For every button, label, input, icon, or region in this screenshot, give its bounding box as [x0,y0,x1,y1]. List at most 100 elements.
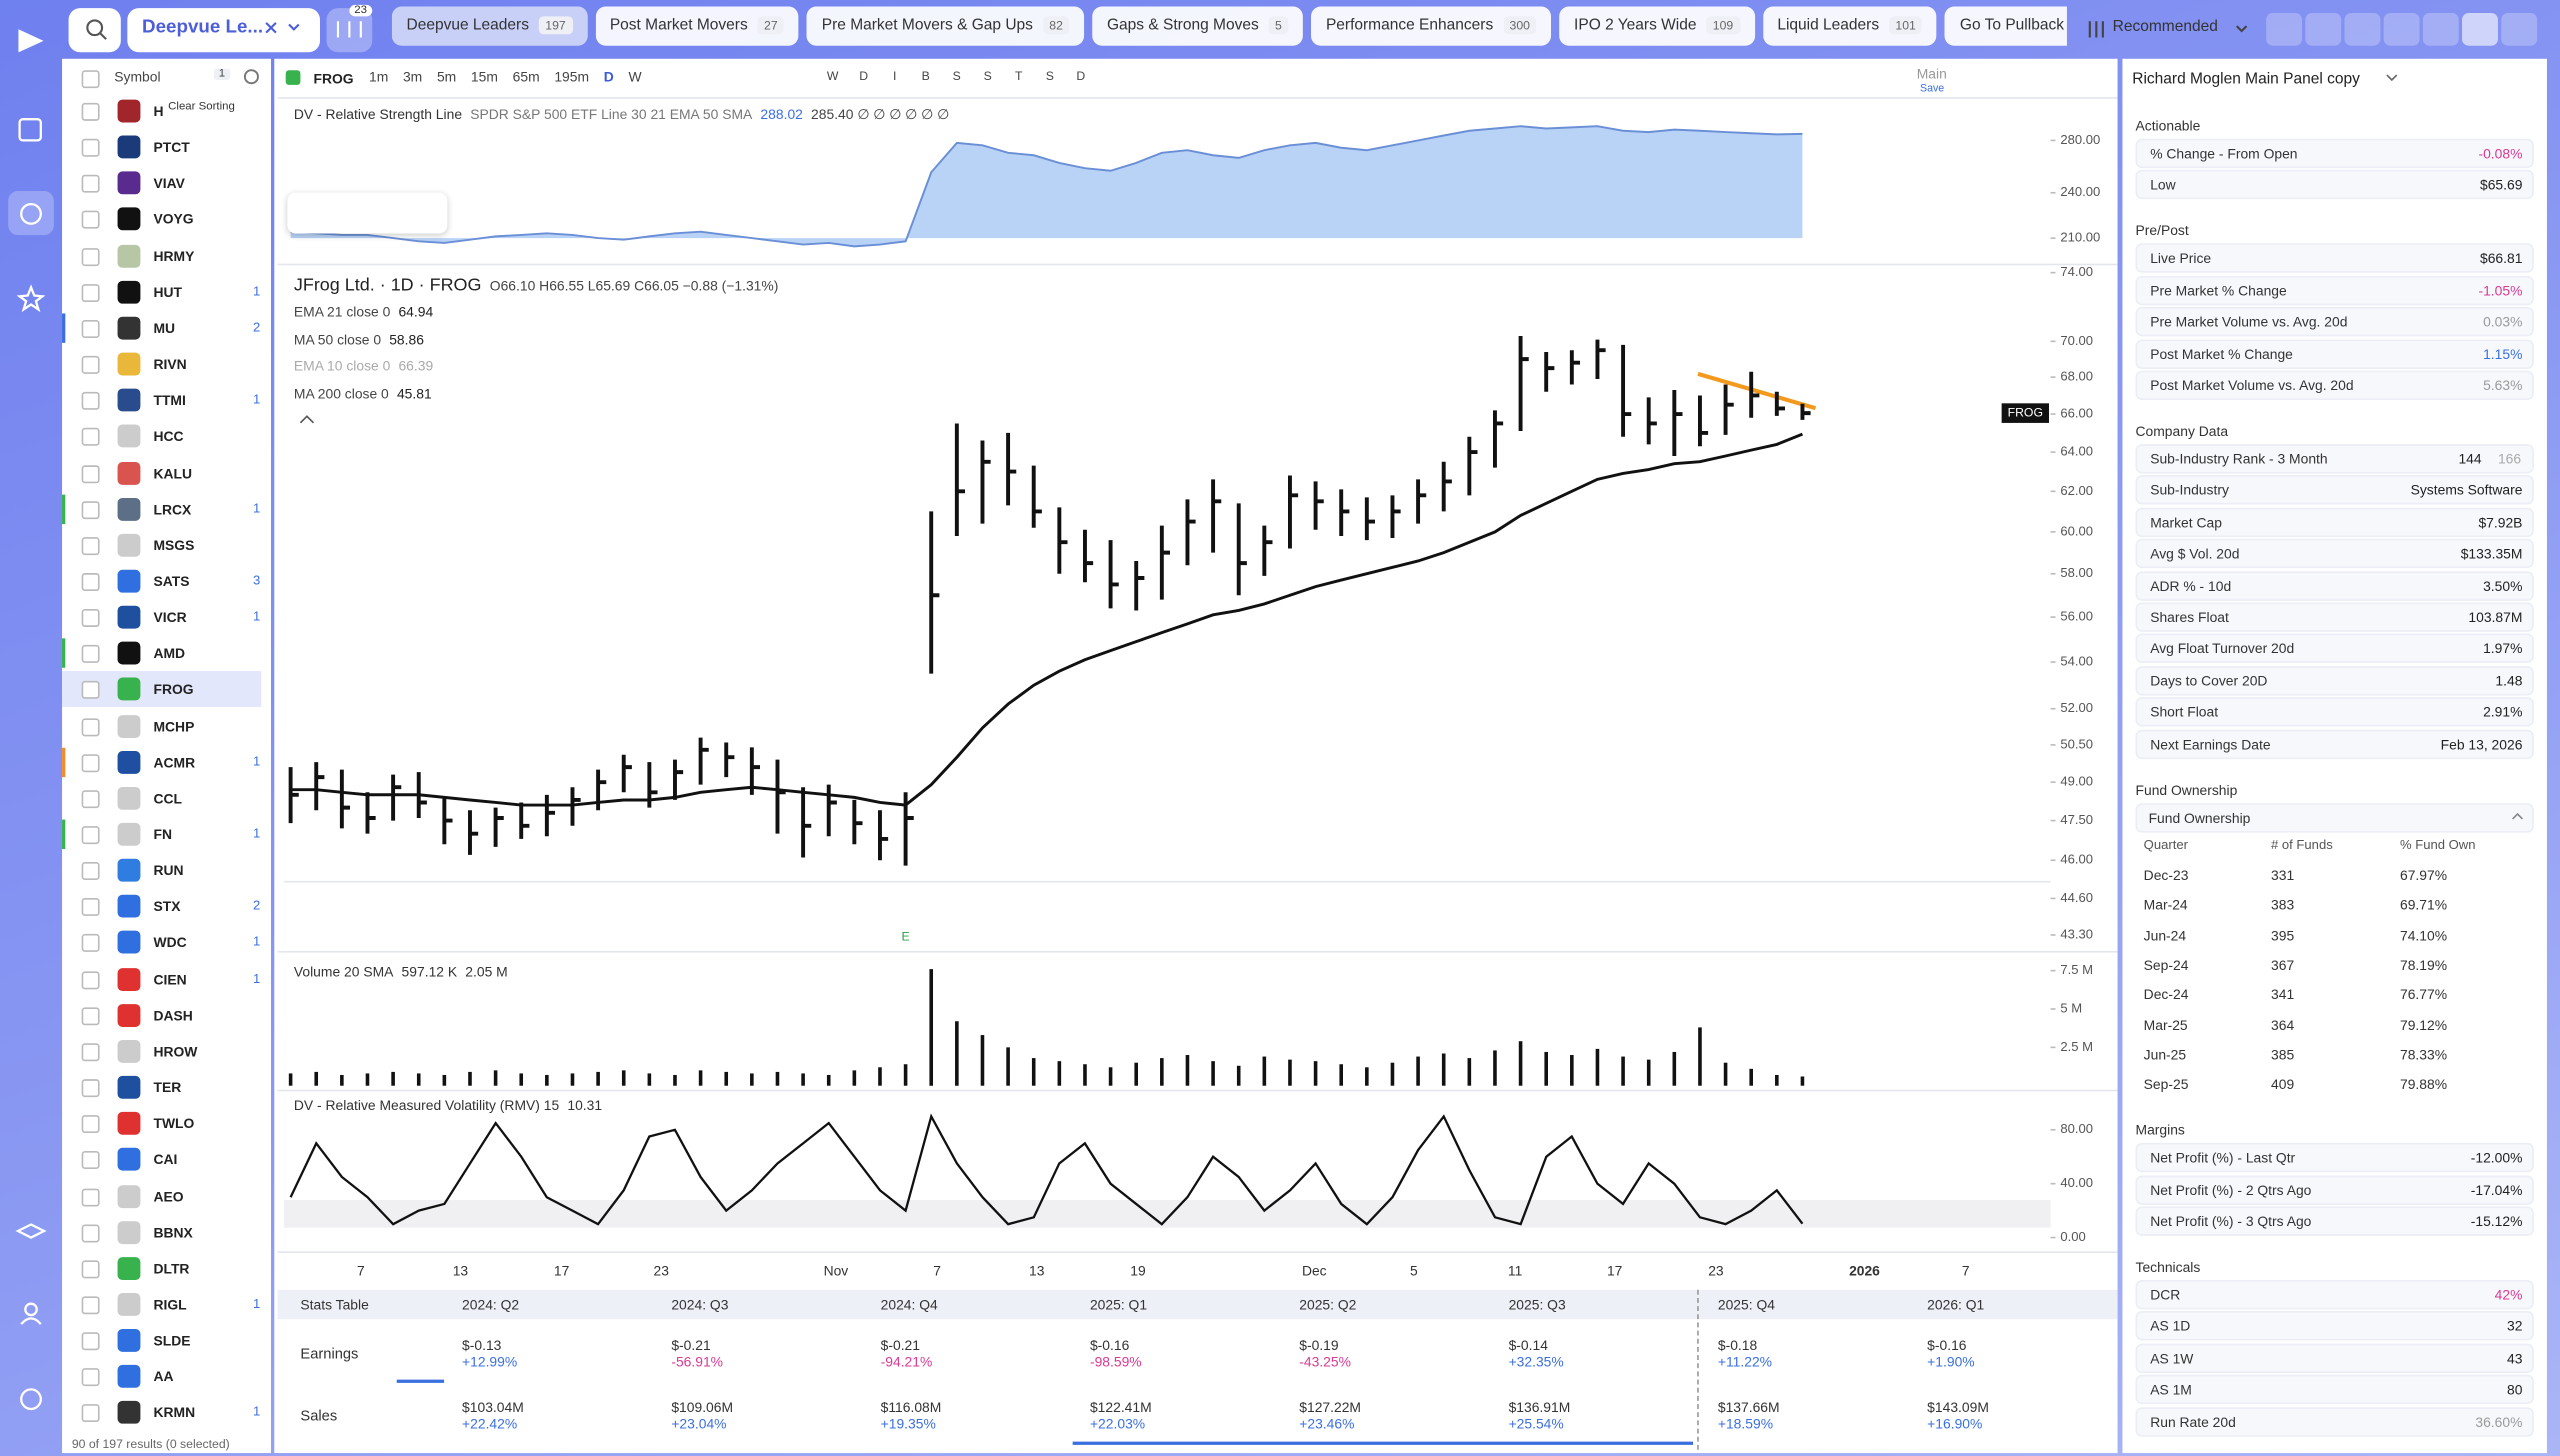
row-checkbox[interactable] [81,247,100,266]
row-checkbox[interactable] [81,970,100,989]
symbol[interactable]: SLDE [153,1332,191,1349]
row-checkbox[interactable] [81,283,100,302]
symbol[interactable]: ACMR [153,753,196,771]
watchlist-tab[interactable]: Go To Pullback Scre [1945,6,2067,46]
row-checkbox[interactable] [81,717,100,736]
row-checkbox[interactable] [81,934,100,953]
row-checkbox[interactable] [81,789,100,808]
symbol[interactable]: TER [153,1079,182,1096]
symbol[interactable]: VOYG [153,211,194,228]
bar-type[interactable]: I [892,68,897,84]
symbol[interactable]: HROW [153,1043,198,1060]
bar-type[interactable]: D [859,68,869,84]
symbol[interactable]: KALU [153,464,193,481]
row-checkbox[interactable] [81,898,100,917]
row-checkbox[interactable] [81,1223,100,1242]
row-checkbox[interactable] [81,1006,100,1025]
bar-type[interactable]: B [921,68,930,84]
row-checkbox[interactable] [81,1404,100,1423]
row-checkbox[interactable] [81,319,100,338]
symbol[interactable]: STX [153,898,181,915]
symbol[interactable]: CAI [153,1151,178,1168]
row-checkbox[interactable] [81,1332,100,1351]
row-checkbox[interactable] [81,826,100,845]
timeframe[interactable]: W [628,68,642,85]
symbol[interactable]: KRMN [153,1404,196,1422]
symbol[interactable]: BBNX [153,1223,193,1241]
timeframe[interactable]: 65m [512,68,540,85]
symbol[interactable]: RIVN [153,355,187,373]
row-checkbox[interactable] [81,1368,100,1387]
row-checkbox[interactable] [81,1260,100,1279]
row-checkbox[interactable] [81,175,100,194]
layout-name[interactable]: Main [1916,65,1947,82]
row-checkbox[interactable] [81,1079,100,1098]
row-checkbox[interactable] [81,1115,100,1134]
watchlist-tab[interactable]: IPO 2 Years Wide 109 [1559,6,1755,46]
symbol[interactable]: RIGL [153,1296,187,1313]
bar-type[interactable]: S [983,68,992,84]
timeframe[interactable]: 1m [368,68,389,85]
symbol[interactable]: CIEN [153,970,187,988]
watchlist-tab[interactable]: Gaps & Strong Moves 5 [1092,6,1304,46]
row-checkbox[interactable] [81,645,100,664]
timeframe[interactable]: 15m [470,68,498,85]
row-checkbox[interactable] [81,1043,100,1062]
symbol[interactable]: FN [153,826,172,843]
row-checkbox[interactable] [81,1151,100,1170]
row-checkbox[interactable] [81,1296,100,1315]
symbol[interactable]: HRMY [153,247,195,264]
layout-save[interactable]: Save [1919,83,1945,95]
symbol[interactable]: H [153,102,164,120]
symbol[interactable]: MSGS [153,536,195,554]
symbol[interactable]: TTMI [153,392,186,409]
row-checkbox[interactable] [81,355,100,374]
symbol[interactable]: VIAV [153,175,185,192]
search-button[interactable] [68,8,121,53]
symbol[interactable]: AA [153,1368,174,1385]
timeframe[interactable]: 5m [436,68,457,85]
symbol[interactable]: RUN [153,862,184,879]
row-checkbox[interactable] [81,1187,100,1206]
row-checkbox[interactable] [81,428,100,447]
row-checkbox[interactable] [81,681,100,700]
symbol[interactable]: AMD [153,645,186,662]
watchlist-tab[interactable]: Deepvue Leaders 197 [391,6,587,46]
symbol[interactable]: MU [153,319,176,337]
bar-type[interactable]: T [1015,68,1023,84]
watchlist-tab[interactable]: Pre Market Movers & Gap Ups 82 [807,6,1085,46]
symbol[interactable]: FROG [153,681,194,698]
symbol[interactable]: CCL [153,789,183,807]
row-checkbox[interactable] [81,753,100,772]
row-checkbox[interactable] [81,102,100,121]
watchlist-tab[interactable]: Liquid Leaders 101 [1762,6,1938,46]
timeframe[interactable]: D [603,68,614,85]
row-checkbox[interactable] [81,139,100,157]
timeframe[interactable]: 195m [554,68,590,85]
bar-type[interactable]: W [826,68,839,84]
symbol[interactable]: VICR [153,609,187,626]
watchlist-tab[interactable]: Performance Enhancers 300 [1311,6,1552,46]
select-all[interactable] [81,70,100,89]
watchlist-tab[interactable]: Post Market Movers 27 [595,6,799,46]
row-checkbox[interactable] [81,500,100,519]
symbol[interactable]: WDC [153,934,187,951]
symbol[interactable]: LRCX [153,500,192,517]
symbol[interactable]: DLTR [153,1260,190,1277]
symbol[interactable]: SATS [153,572,190,590]
row-checkbox[interactable] [81,392,100,411]
symbol[interactable]: PTCT [153,139,190,156]
row-checkbox[interactable] [81,464,100,483]
symbol[interactable]: HCC [153,428,184,445]
symbol[interactable]: DASH [153,1006,193,1024]
symbol[interactable]: AEO [153,1187,184,1205]
row-checkbox[interactable] [81,211,100,230]
row-checkbox[interactable] [81,572,100,591]
row-checkbox[interactable] [81,536,100,555]
row-checkbox[interactable] [81,862,100,881]
row-checkbox[interactable] [81,609,100,628]
bar-type[interactable]: D [1076,68,1086,84]
bar-type[interactable]: S [952,68,961,84]
symbol[interactable]: MCHP [153,717,195,734]
sort-select[interactable]: Recommended [2112,17,2218,36]
